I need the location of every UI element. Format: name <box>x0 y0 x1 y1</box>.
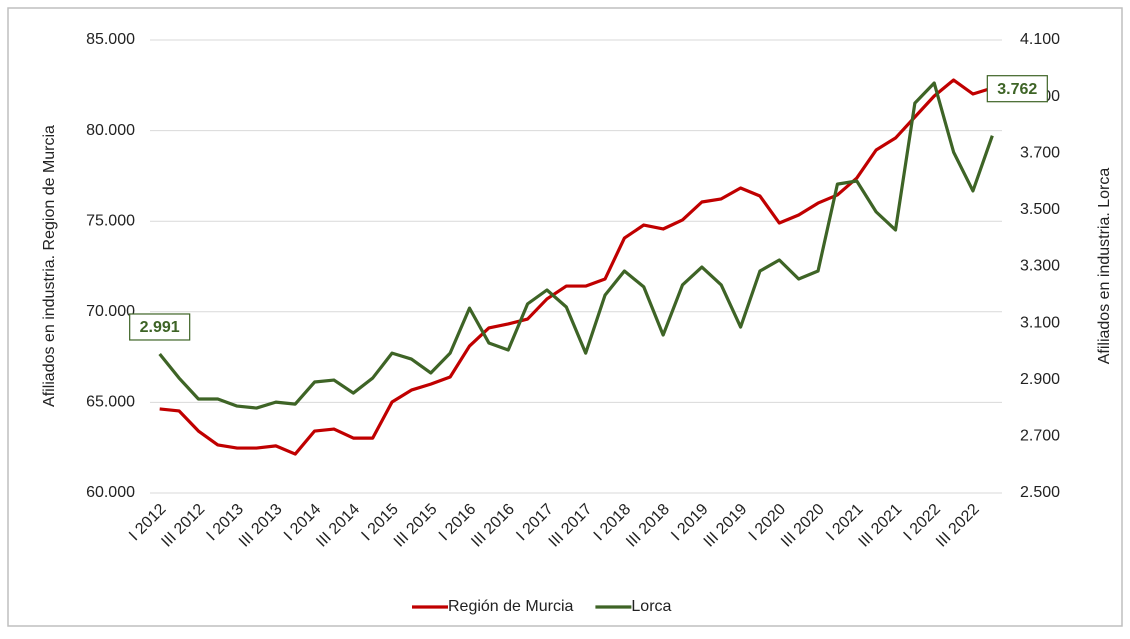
y2-tick-label: 3.300 <box>1020 258 1060 275</box>
y2-tick-label: 3.100 <box>1020 314 1060 331</box>
y2-tick-label: 2.500 <box>1020 484 1060 501</box>
chart-border <box>7 7 1123 627</box>
y2-tick-label: 2.700 <box>1020 428 1060 445</box>
y2-axis-label: Afiliados en industria. Lorca <box>1096 168 1113 365</box>
legend-label: Región de Murcia <box>448 598 574 615</box>
y2-tick-label: 3.700 <box>1020 144 1060 161</box>
y2-tick-label: 4.100 <box>1020 31 1060 48</box>
y2-tick-label: 2.900 <box>1020 371 1060 388</box>
y-tick-label: 70.000 <box>86 303 135 320</box>
value-label-box <box>129 313 191 341</box>
value-label: 3.762 <box>997 81 1037 98</box>
y-tick-label: 65.000 <box>86 394 135 411</box>
value-label-box <box>986 75 1048 103</box>
y-tick-label: 60.000 <box>86 484 135 501</box>
value-label: 2.991 <box>140 319 180 336</box>
y-tick-label: 85.000 <box>86 31 135 48</box>
y-tick-label: 75.000 <box>86 212 135 229</box>
series-line <box>158 81 994 410</box>
y-axis-label: Afiliados en industria. Region de Murcia <box>41 125 58 407</box>
y-tick-label: 80.000 <box>86 122 135 139</box>
y2-tick-label: 3.500 <box>1020 201 1060 218</box>
legend-label: Lorca <box>631 598 671 615</box>
